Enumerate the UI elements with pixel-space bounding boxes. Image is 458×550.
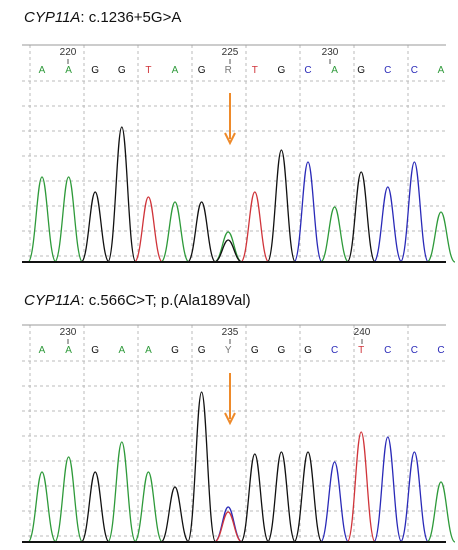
trace-peak xyxy=(213,511,243,543)
position-label: 225 xyxy=(222,47,239,58)
base-call: C xyxy=(437,345,444,356)
trace-peak xyxy=(399,161,430,263)
base-call: G xyxy=(91,345,99,356)
gene-name: CYP11A xyxy=(24,9,80,26)
trace-peak xyxy=(133,471,164,543)
base-call: T xyxy=(358,345,364,356)
trace-peak xyxy=(186,391,217,543)
panel: CYP11A: c.1236+5G>A 220 225 230 A A G G T A G R T G C… xyxy=(22,9,456,263)
trace-peak xyxy=(107,126,137,263)
position-label: 230 xyxy=(60,327,77,338)
trace-peak xyxy=(186,201,217,263)
base-call: A xyxy=(331,65,338,76)
trace-peak xyxy=(266,451,297,543)
base-call: G xyxy=(198,65,206,76)
trace-peak xyxy=(27,471,57,543)
trace-peak xyxy=(27,176,57,263)
base-call: T xyxy=(145,65,151,76)
base-call: G xyxy=(91,65,99,76)
position-label: 235 xyxy=(222,327,239,338)
trace-peak xyxy=(319,461,350,543)
base-call: A xyxy=(39,345,46,356)
base-call: G xyxy=(304,345,312,356)
base-call: G xyxy=(278,345,286,356)
trace-peak xyxy=(160,201,190,263)
position-label: 240 xyxy=(354,327,371,338)
trace-peak xyxy=(426,481,456,543)
trace-peak xyxy=(426,211,456,263)
position-label: 220 xyxy=(60,47,77,58)
base-call: A xyxy=(65,65,72,76)
trace-peak xyxy=(240,453,270,543)
base-call: A xyxy=(118,345,125,356)
trace-peak xyxy=(53,176,84,263)
position-label: 230 xyxy=(322,47,339,58)
base-call: G xyxy=(171,345,179,356)
panel-title: CYP11A: c.1236+5G>A xyxy=(24,9,181,26)
base-call: Y xyxy=(225,345,232,356)
base-call: G xyxy=(251,345,259,356)
base-call: A xyxy=(39,65,46,76)
base-call: A xyxy=(65,345,72,356)
trace-peak xyxy=(213,231,243,263)
arrow-head xyxy=(224,132,236,146)
base-call: C xyxy=(411,65,418,76)
trace-peak xyxy=(373,436,403,543)
trace-peak xyxy=(213,239,243,263)
base-call: G xyxy=(278,65,286,76)
variant: : c.566C>T; p.(Ala189Val) xyxy=(80,292,250,309)
trace-peak xyxy=(240,191,270,263)
base-call: C xyxy=(331,345,338,356)
trace-peak xyxy=(160,486,190,543)
trace-peak xyxy=(80,471,110,543)
trace-peak xyxy=(293,451,323,543)
trace-peak xyxy=(346,171,376,263)
base-call: C xyxy=(384,65,391,76)
base-call: C xyxy=(304,65,311,76)
base-call: A xyxy=(438,65,445,76)
base-call: A xyxy=(145,345,152,356)
base-call: G xyxy=(198,345,206,356)
base-call: A xyxy=(172,65,179,76)
trace-peak xyxy=(133,196,164,263)
trace-peak xyxy=(53,456,84,543)
base-call: G xyxy=(357,65,365,76)
base-call: R xyxy=(225,65,232,76)
trace-peak xyxy=(107,441,137,543)
base-call: C xyxy=(384,345,391,356)
panel-title: CYP11A: c.566C>T; p.(Ala189Val) xyxy=(24,292,251,309)
variant: : c.1236+5G>A xyxy=(80,9,181,26)
trace-peak xyxy=(293,161,323,263)
base-call: C xyxy=(411,345,418,356)
base-call: G xyxy=(118,65,126,76)
trace-peak xyxy=(373,186,403,263)
gene-name: CYP11A xyxy=(24,292,80,309)
trace-peak xyxy=(80,191,110,263)
panel: CYP11A: c.566C>T; p.(Ala189Val) 230 235 24… xyxy=(22,292,456,543)
base-call: T xyxy=(252,65,258,76)
trace-peak xyxy=(346,431,376,543)
trace-peak xyxy=(319,206,350,263)
arrow-head xyxy=(224,412,236,426)
trace-peak xyxy=(399,451,430,543)
trace-peak xyxy=(266,149,297,263)
